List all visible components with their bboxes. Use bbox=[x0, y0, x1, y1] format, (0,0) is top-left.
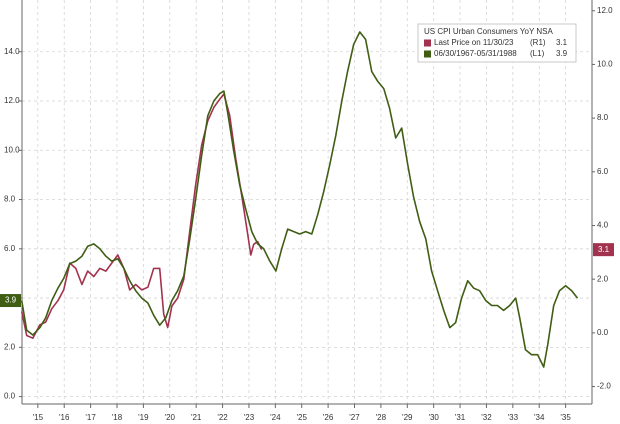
y-tick-label: 14.0 bbox=[4, 47, 20, 56]
series-line bbox=[20, 93, 263, 339]
x-tick-label: '30 bbox=[428, 413, 439, 422]
legend-label: 06/30/1967-05/31/1988 bbox=[434, 49, 517, 58]
y2-tick-label: -2.0 bbox=[597, 382, 611, 391]
y-tick-label: 2.0 bbox=[4, 342, 16, 351]
x-tick-label: '25 bbox=[297, 413, 308, 422]
x-tick-label: '29 bbox=[402, 413, 413, 422]
legend-box bbox=[417, 23, 577, 63]
x-tick-label: '32 bbox=[481, 413, 492, 422]
y-tick-label: 10.0 bbox=[4, 145, 20, 154]
legend-swatch bbox=[424, 50, 431, 58]
y2-tick-label: 12.0 bbox=[597, 6, 613, 15]
legend-value: 3.9 bbox=[556, 49, 568, 58]
x-tick-label: '20 bbox=[165, 413, 176, 422]
y-tick-label: 6.0 bbox=[4, 244, 16, 253]
axis-value-tag bbox=[0, 294, 21, 308]
legend-title: US CPI Urban Consumers YoY NSA bbox=[424, 27, 553, 36]
y2-tick-label: 2.0 bbox=[597, 274, 609, 283]
legend: US CPI Urban Consumers YoY NSA Last Price… bbox=[417, 23, 577, 63]
y2-tick-label: 6.0 bbox=[597, 167, 609, 176]
y2-tick-label: 8.0 bbox=[597, 113, 609, 122]
x-tick-label: '23 bbox=[244, 413, 255, 422]
legend-swatch bbox=[424, 39, 431, 47]
x-tick-label: '34 bbox=[534, 413, 545, 422]
legend-axis: (R1) bbox=[530, 38, 546, 47]
x-tick-label: '35 bbox=[560, 413, 571, 422]
axis-value-tag-label: 3.9 bbox=[5, 296, 17, 305]
legend-value: 3.1 bbox=[556, 38, 568, 47]
legend-label: Last Price on 11/30/23 bbox=[434, 38, 514, 47]
x-tick-label: '28 bbox=[376, 413, 387, 422]
x-tick-label: '21 bbox=[191, 413, 202, 422]
y2-tick-label: 4.0 bbox=[597, 221, 609, 230]
x-tick-label: '31 bbox=[455, 413, 466, 422]
y2-tick-label: 0.0 bbox=[597, 328, 609, 337]
x-tick-label: '18 bbox=[112, 413, 123, 422]
x-tick-label: '24 bbox=[270, 413, 281, 422]
x-tick-label: '16 bbox=[59, 413, 70, 422]
series-line bbox=[20, 31, 579, 368]
y-tick-label: 12.0 bbox=[4, 96, 20, 105]
x-tick-label: '33 bbox=[508, 413, 519, 422]
y-tick-label: 8.0 bbox=[4, 195, 16, 204]
x-tick-label: '19 bbox=[138, 413, 149, 422]
x-tick-label: '26 bbox=[323, 413, 334, 422]
legend-axis: (L1) bbox=[530, 49, 545, 58]
axis-value-tag-label: 3.1 bbox=[598, 245, 610, 254]
axis-value-tag bbox=[593, 243, 614, 257]
x-tick-label: '17 bbox=[85, 413, 96, 422]
y-tick-label: 0.0 bbox=[4, 392, 16, 401]
x-tick-label: '27 bbox=[349, 413, 360, 422]
y2-tick-label: 10.0 bbox=[597, 60, 613, 69]
x-tick-label: '22 bbox=[217, 413, 228, 422]
x-tick-label: '15 bbox=[33, 413, 44, 422]
